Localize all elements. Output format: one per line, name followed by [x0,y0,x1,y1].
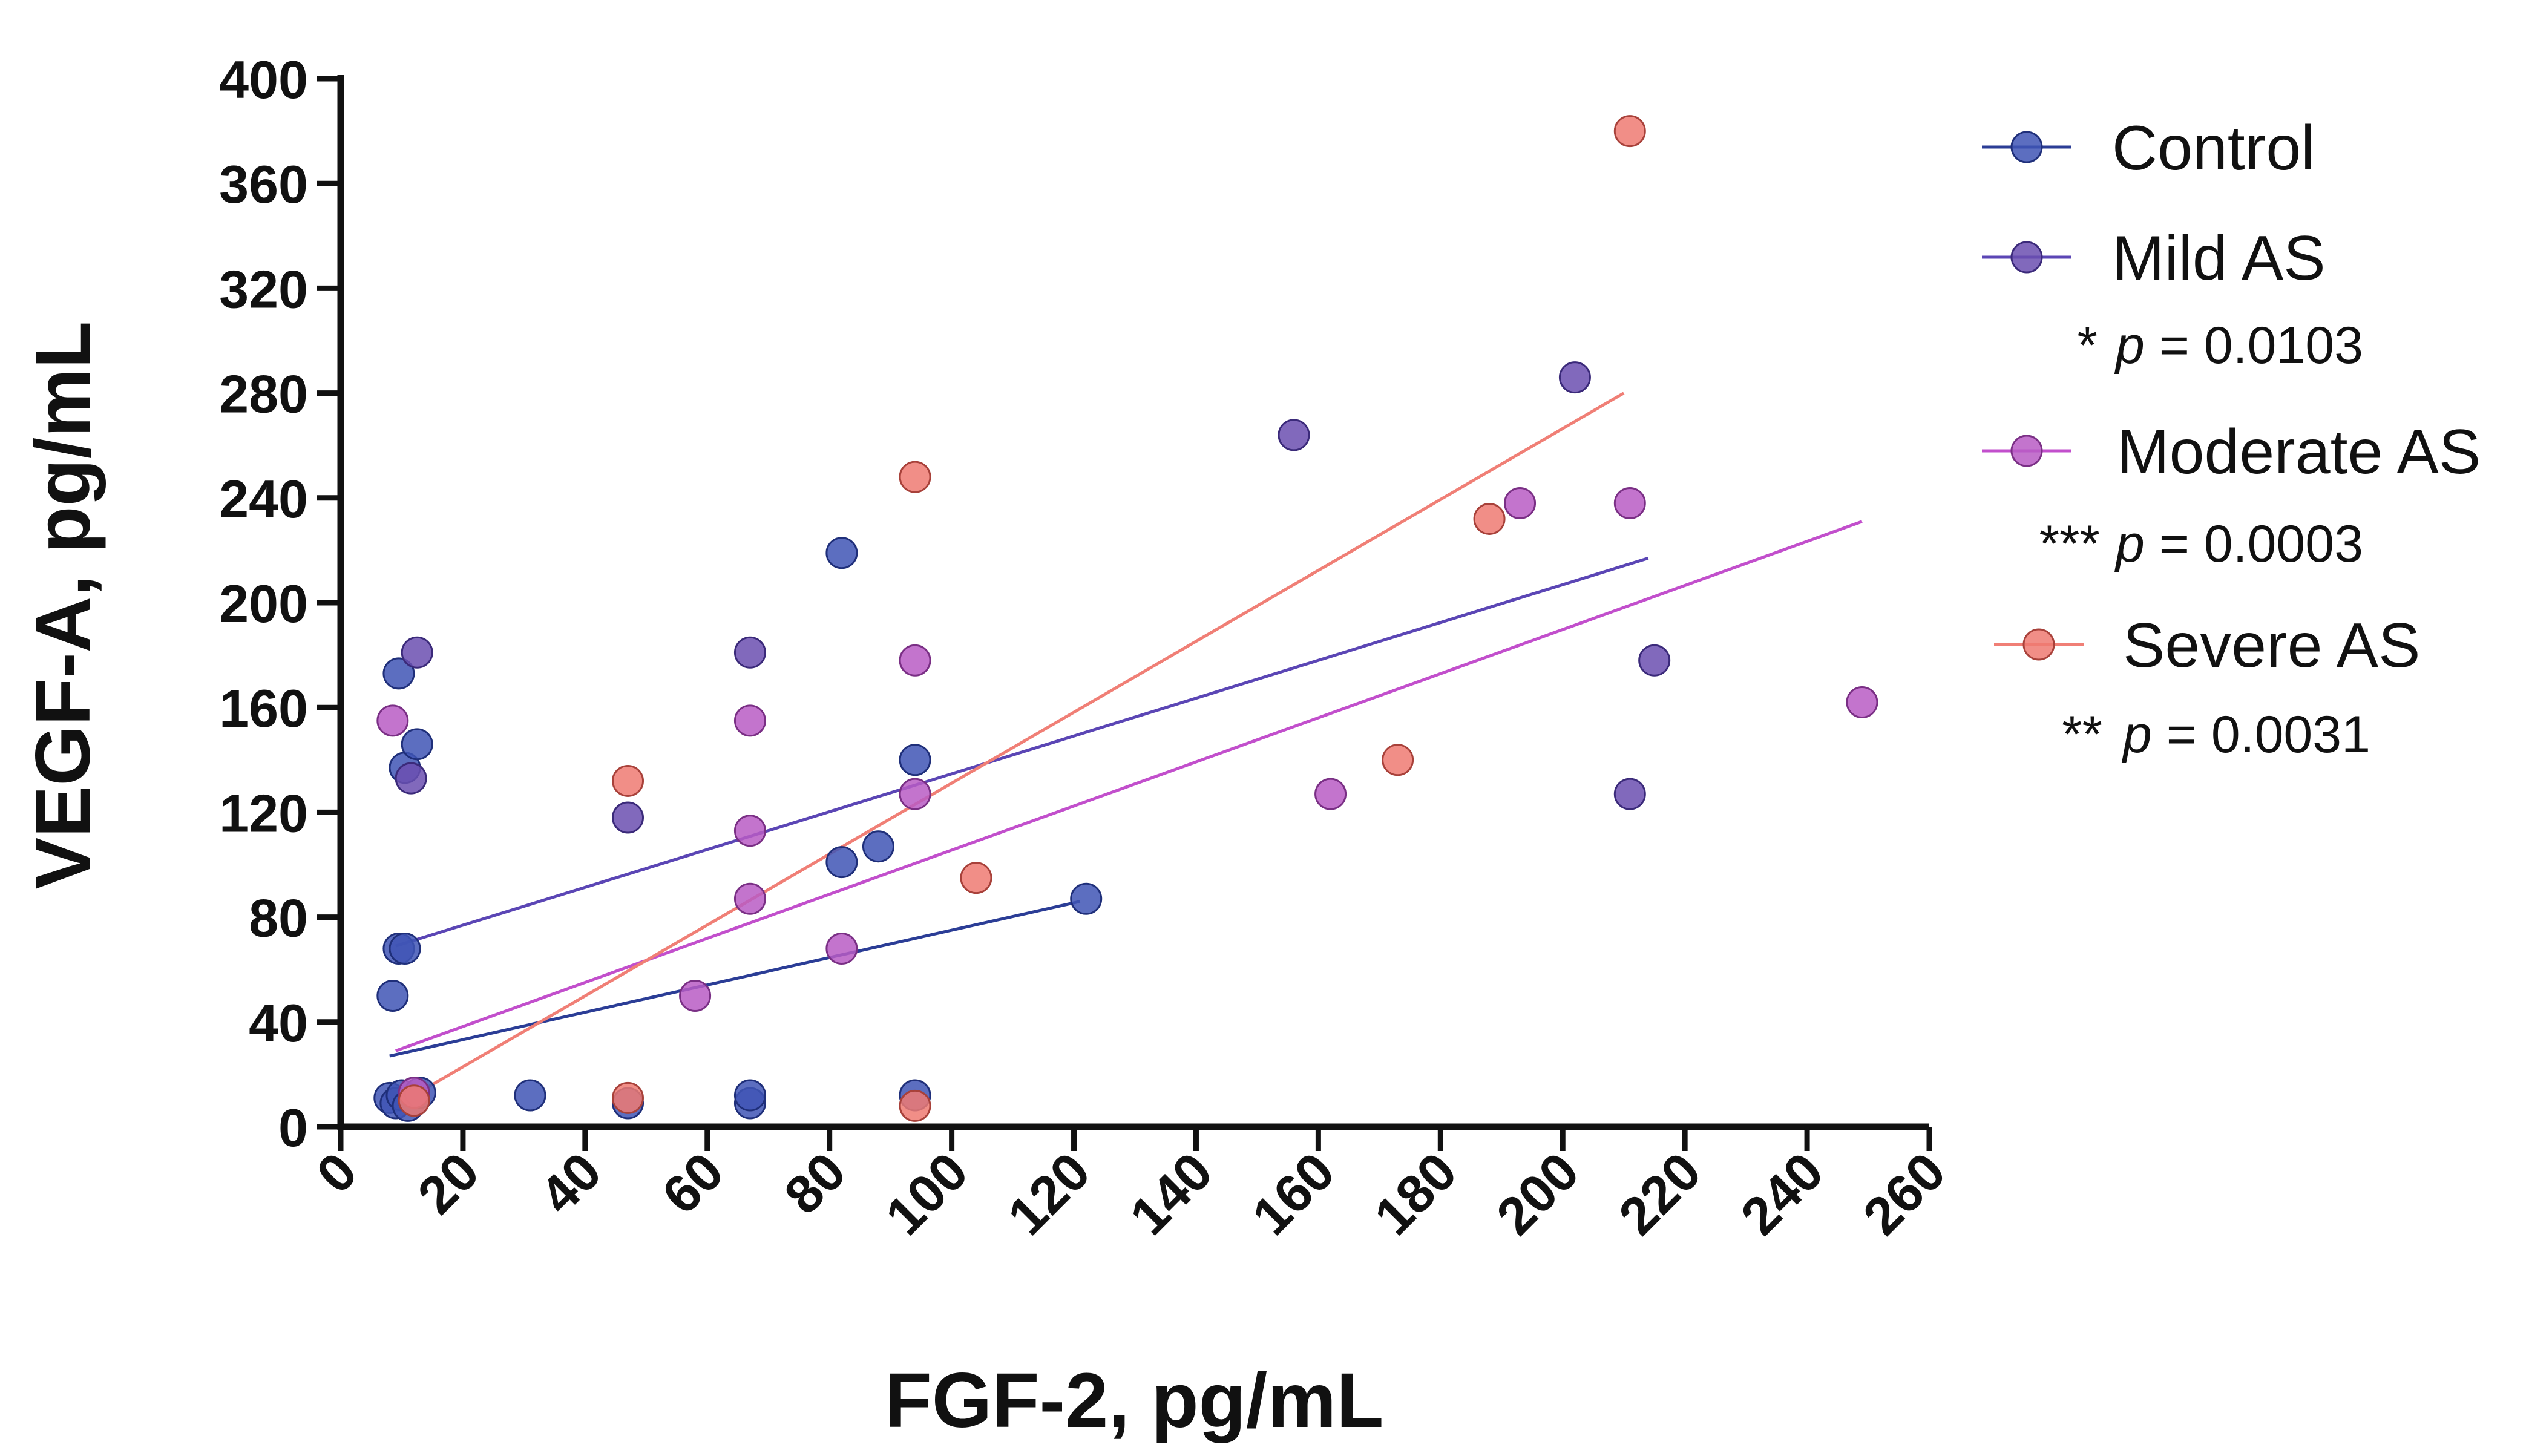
point-mild-as [612,801,645,834]
y-tick-label: 240 [219,469,308,529]
legend-label-moderate-as: Moderate AS [2117,417,2481,487]
point-mild-as [1558,361,1591,394]
x-tick-label: 20 [406,1141,490,1225]
point-mild-as [1278,419,1310,451]
point-severe-as [1613,115,1646,148]
point-mild-as [1613,778,1646,810]
point-severe-as [899,461,931,493]
x-tick-label: 140 [1118,1141,1224,1246]
x-tick-label: 0 [305,1141,369,1204]
point-moderate-as [1846,686,1878,719]
point-control [862,830,894,863]
point-severe-as [960,862,992,894]
x-tick-label: 100 [874,1141,979,1246]
legend-item-moderate-as: Moderate AS *** p = 0.0003 [1982,417,2481,573]
y-tick-label: 160 [219,678,308,738]
legend-label-mild-as: Mild AS [2112,223,2326,293]
point-control [376,980,409,1012]
fit-lines [389,392,1863,1107]
point-control [514,1079,546,1112]
point-moderate-as [733,815,766,847]
point-control [1070,882,1103,915]
fit-line-control [389,900,1081,1058]
x-tick-label: 40 [528,1141,612,1225]
point-mild-as [733,636,766,669]
point-moderate-as [376,704,409,737]
point-severe-as [612,764,645,797]
fit-line-severe-as [395,392,1625,1107]
point-moderate-as [1504,487,1537,519]
legend-marker-mild-as [2010,241,2043,274]
x-tick-label: 260 [1852,1141,1957,1246]
point-severe-as [899,1089,931,1122]
legend-significance-severe-as: ** [2062,706,2102,764]
point-moderate-as [1314,778,1347,810]
point-moderate-as [733,704,766,737]
point-mild-as [1638,644,1671,677]
point-control [401,728,433,761]
legend-item-severe-as: Severe AS ** p = 0.0031 [1994,611,2420,764]
x-tick-label: 120 [996,1141,1101,1246]
point-control [733,1079,766,1112]
x-axis-title: FGF-2, pg/mL [885,1357,1384,1444]
x-tick-label: 200 [1485,1141,1590,1246]
x-tick-label: 80 [773,1141,857,1225]
point-mild-as [395,762,427,795]
point-moderate-as [899,644,931,677]
x-tick-label: 160 [1241,1141,1346,1246]
point-severe-as [612,1081,645,1114]
point-control [389,933,421,965]
y-axis-title: VEGF-A, pg/mL [20,321,107,890]
data-points [373,115,1878,1122]
y-tick-label: 200 [219,574,308,634]
x-tick-label: 60 [651,1141,735,1225]
y-tick-label: 360 [219,154,308,214]
legend-item-mild-as: Mild AS* p = 0.0103 [1982,223,2363,375]
point-control [825,846,858,879]
legend-marker-moderate-as [2010,435,2043,467]
x-tick-label: 220 [1607,1141,1713,1246]
point-severe-as [1382,744,1414,776]
y-tick-label: 400 [219,50,308,110]
point-control [899,744,931,776]
axes [317,75,1932,1151]
legend-marker-control [2010,131,2043,163]
point-moderate-as [1613,487,1646,519]
legend-label-control: Control [2112,113,2315,183]
y-tick-label: 320 [219,259,308,319]
point-control [825,537,858,569]
point-moderate-as [899,778,931,810]
legend-significance-moderate-as: *** [2039,515,2100,573]
point-severe-as [398,1084,430,1117]
legend-pvalue-mild-as: p = 0.0103 [2114,316,2363,375]
y-tick-label: 80 [249,888,308,948]
point-moderate-as [733,882,766,915]
point-severe-as [1473,502,1506,535]
legend-label-severe-as: Severe AS [2123,611,2420,681]
legend-item-control: Control [1982,113,2315,183]
point-control [382,657,415,690]
point-moderate-as [825,933,858,965]
x-tick-label: 180 [1363,1141,1468,1246]
y-tick-label: 120 [219,783,308,843]
x-tick-label: 240 [1730,1141,1835,1246]
legend-significance-mild-as: * [2078,316,2098,375]
legend-pvalue-severe-as: p = 0.0031 [2121,706,2370,764]
y-tick-label: 280 [219,364,308,424]
legend-pvalue-moderate-as: p = 0.0003 [2114,515,2363,573]
legend-marker-severe-as [2022,628,2055,661]
y-tick-label: 40 [249,993,308,1053]
fit-line-mild-as [395,557,1649,948]
point-moderate-as [679,980,712,1012]
y-tick-label: 0 [278,1098,308,1158]
point-mild-as [401,636,433,669]
